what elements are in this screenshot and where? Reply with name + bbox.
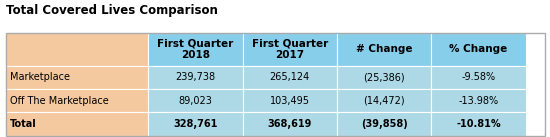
Bar [243, 66, 337, 89]
Bar [431, 89, 526, 112]
Bar [148, 33, 243, 66]
Bar [243, 112, 337, 136]
Text: 103,495: 103,495 [270, 96, 310, 106]
Text: First Quarter
2018: First Quarter 2018 [157, 38, 234, 60]
Text: 328,761: 328,761 [173, 119, 218, 129]
Text: -10.81%: -10.81% [456, 119, 501, 129]
Text: 265,124: 265,124 [270, 72, 310, 82]
Text: 89,023: 89,023 [179, 96, 212, 106]
Text: -13.98%: -13.98% [458, 96, 498, 106]
Text: Off The Marketplace: Off The Marketplace [10, 96, 109, 106]
Bar [148, 112, 243, 136]
Bar [243, 33, 337, 66]
Bar [337, 33, 431, 66]
Bar [337, 112, 431, 136]
Text: (39,858): (39,858) [361, 119, 408, 129]
Text: Total: Total [10, 119, 37, 129]
Text: % Change: % Change [449, 44, 508, 54]
Bar [6, 112, 148, 136]
Text: (25,386): (25,386) [364, 72, 405, 82]
Text: # Change: # Change [356, 44, 412, 54]
Bar [148, 66, 243, 89]
Text: -9.58%: -9.58% [461, 72, 496, 82]
Bar [148, 89, 243, 112]
Bar [6, 66, 148, 89]
Bar [337, 66, 431, 89]
Bar [243, 89, 337, 112]
Text: 239,738: 239,738 [175, 72, 216, 82]
Text: First Quarter
2017: First Quarter 2017 [252, 38, 328, 60]
Text: 368,619: 368,619 [268, 119, 312, 129]
Bar [431, 66, 526, 89]
Bar [6, 89, 148, 112]
Bar [6, 33, 148, 66]
Bar [6, 33, 544, 136]
Text: Total Covered Lives Comparison: Total Covered Lives Comparison [6, 4, 217, 17]
Text: Marketplace: Marketplace [10, 72, 70, 82]
Bar [431, 112, 526, 136]
Text: (14,472): (14,472) [364, 96, 405, 106]
Bar [431, 33, 526, 66]
Bar [337, 89, 431, 112]
